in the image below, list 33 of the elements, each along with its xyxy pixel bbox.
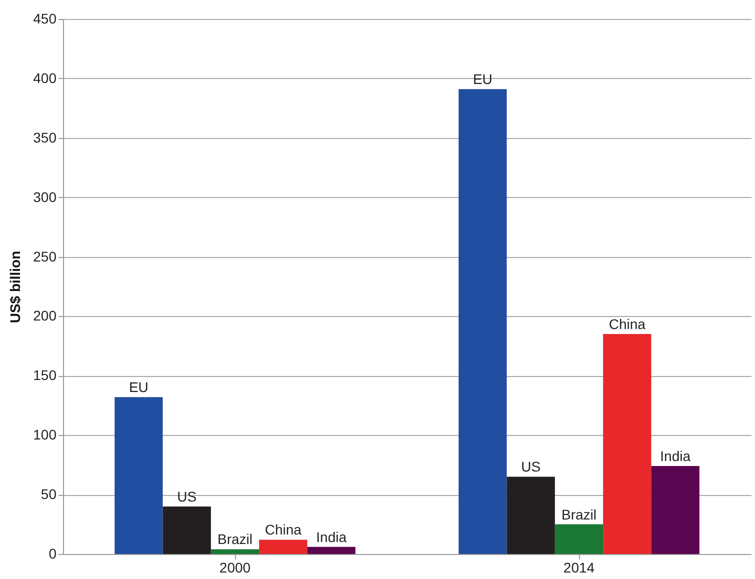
text: US (521, 458, 541, 475)
series-label: China (264, 522, 302, 538)
y-tick-label: 300 (33, 188, 57, 205)
bar (458, 89, 507, 554)
series-label: US (177, 488, 197, 504)
y-tick-label: 250 (33, 248, 57, 264)
series-label: EU (128, 379, 148, 396)
text: China (608, 316, 646, 332)
y-tick-label: 50 (40, 486, 57, 502)
y-tick-label: 200 (33, 308, 57, 324)
bar (114, 397, 163, 554)
bar (162, 506, 211, 554)
bar (210, 549, 260, 554)
x-tick-label: 2000 (219, 560, 251, 576)
text: Brazil (561, 506, 597, 522)
x-tick-label: 2014 (563, 560, 595, 576)
y-tick-label: 0 (48, 546, 57, 562)
y-tick-label: 350 (33, 129, 57, 146)
bar (259, 540, 308, 554)
y-tick-label: 450 (33, 10, 57, 26)
series-label: Brazil (217, 531, 253, 548)
bar (506, 476, 555, 554)
series-label: India (316, 528, 347, 545)
bar (554, 524, 604, 554)
text: EU (472, 71, 492, 88)
bar (603, 334, 652, 554)
text: India (660, 448, 690, 464)
bar (307, 546, 356, 554)
y-axis-title: US$ billion (7, 250, 24, 324)
y-tick-label: 150 (33, 367, 57, 384)
bar (651, 466, 700, 554)
y-tick-label: 100 (33, 426, 57, 443)
y-tick-label: 400 (33, 70, 57, 86)
